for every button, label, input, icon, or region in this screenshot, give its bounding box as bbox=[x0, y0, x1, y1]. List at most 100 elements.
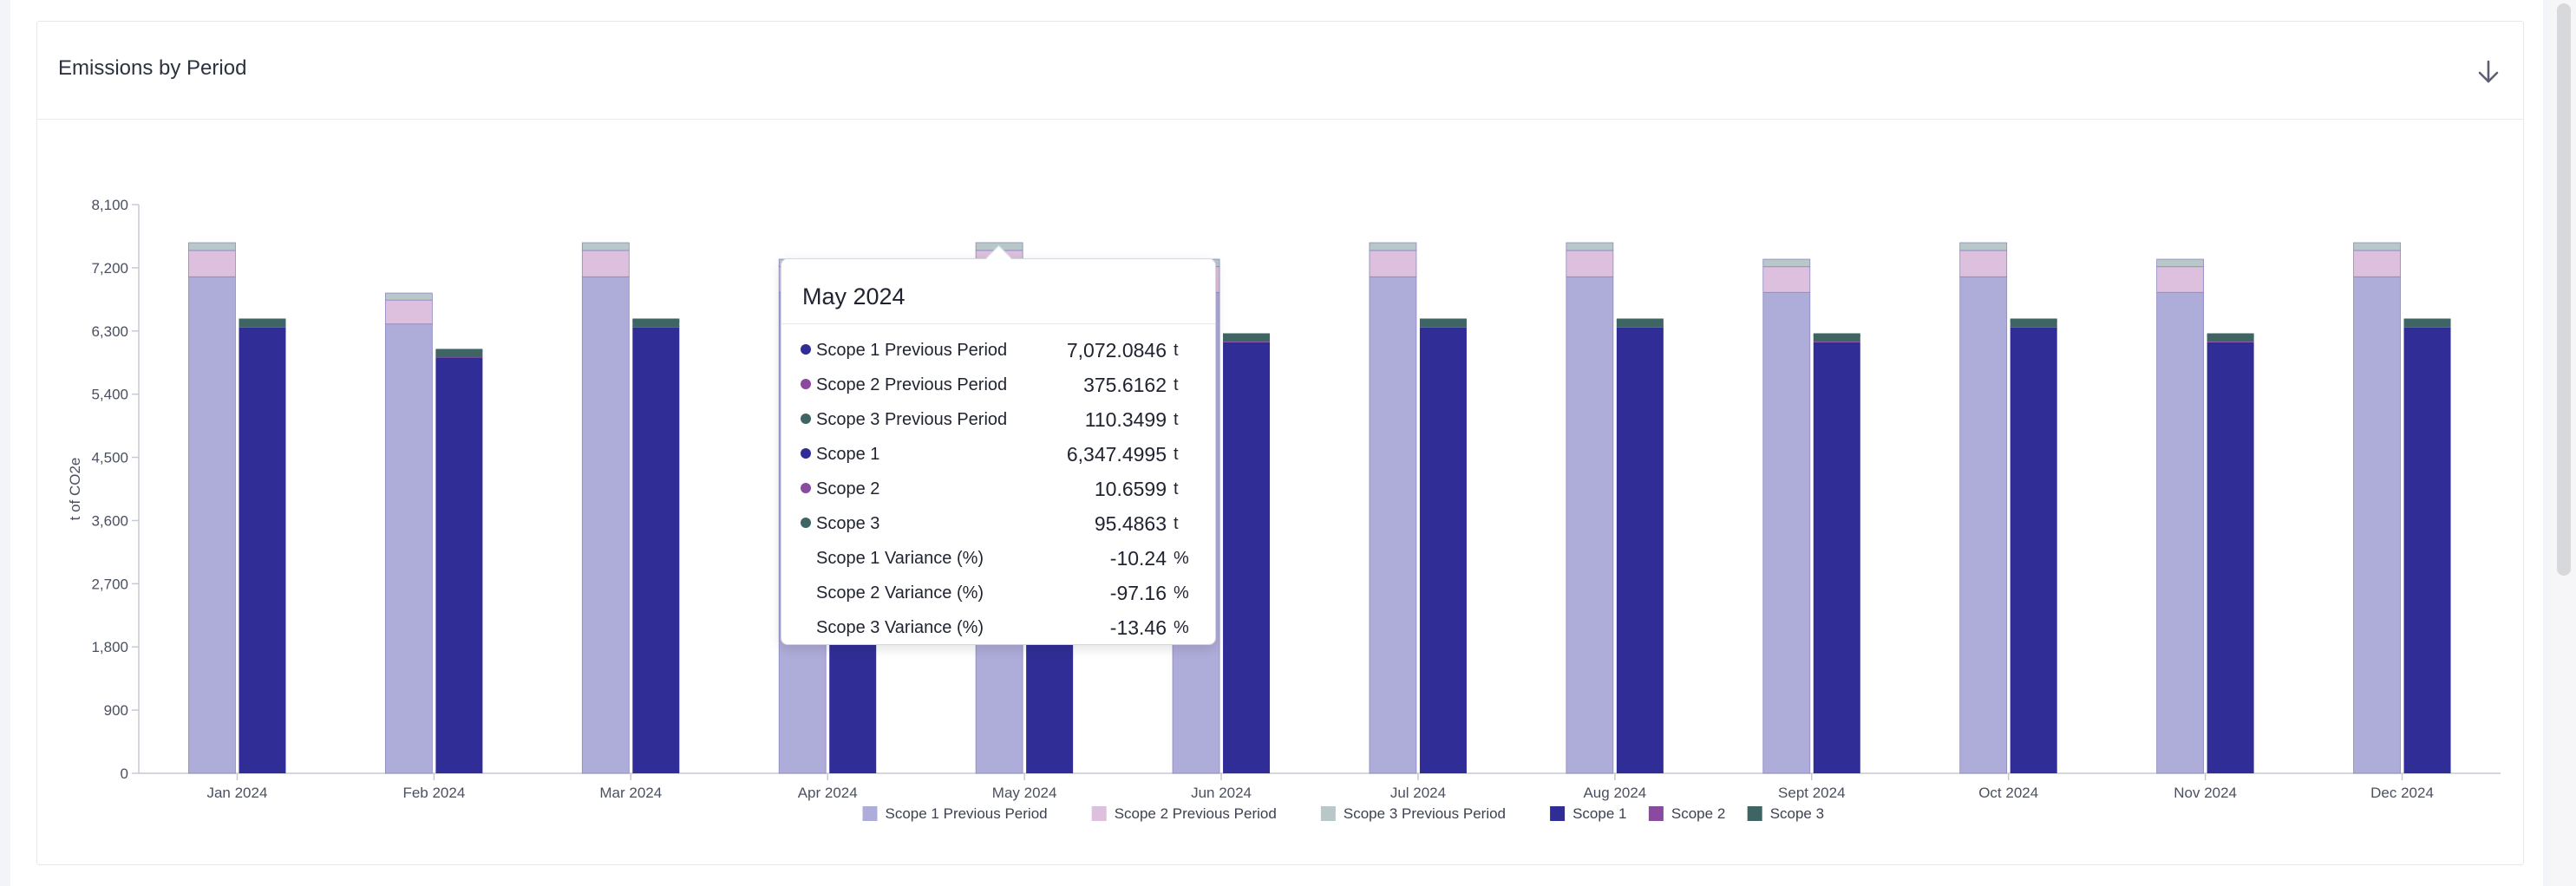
legend-item-label: Scope 1 bbox=[1572, 805, 1626, 822]
bar-scope-3-cap bbox=[1813, 333, 1860, 337]
bar-scope-1 bbox=[1223, 342, 1271, 773]
bar-scope-1 bbox=[632, 327, 680, 774]
tooltip-row-value: 95.4863 bbox=[1094, 512, 1167, 535]
series-dot-icon bbox=[801, 483, 811, 493]
series-dot-icon bbox=[801, 379, 811, 389]
bar-scope-3 bbox=[1419, 320, 1467, 328]
bar-scope-1-previous-period bbox=[1762, 291, 1811, 774]
series-dot-icon bbox=[801, 448, 811, 459]
card-title: Emissions by Period bbox=[58, 56, 247, 80]
tooltip-row-label: Scope 1 Previous Period bbox=[816, 341, 1008, 360]
legend-swatch bbox=[1320, 806, 1336, 821]
y-axis-title: t of CO2e bbox=[67, 458, 83, 521]
page-scrollbar[interactable] bbox=[2550, 0, 2576, 886]
tooltip-row-value: -13.46 bbox=[1109, 616, 1167, 639]
legend-swatch bbox=[1747, 806, 1762, 821]
tooltip-row-unit: % bbox=[1174, 549, 1189, 568]
bar-scope-1-previous-period bbox=[2353, 276, 2401, 774]
x-tick-label: Sept 2024 bbox=[1778, 785, 1846, 801]
tooltip-row-label: Scope 2 Previous Period bbox=[816, 375, 1008, 394]
bar-scope-1 bbox=[2010, 327, 2057, 774]
series-dot-icon bbox=[801, 344, 811, 355]
tooltip-row-unit: t bbox=[1174, 341, 1179, 360]
bar-scope-3-previous-period bbox=[1762, 258, 1811, 268]
legend-swatch bbox=[1648, 806, 1664, 821]
tooltip-row-unit: t bbox=[1174, 479, 1179, 498]
bar-scope-2-previous-period bbox=[1369, 250, 1417, 277]
legend-swatch bbox=[1550, 806, 1566, 821]
bar-scope-3 bbox=[239, 320, 286, 328]
bar-scope-3-previous-period bbox=[581, 242, 630, 251]
bar-scope-3-cap bbox=[2403, 318, 2451, 322]
y-tick-label: 0 bbox=[121, 765, 128, 782]
tooltip-title: May 2024 bbox=[802, 283, 906, 309]
bar-scope-3-cap bbox=[1419, 318, 1467, 322]
scrollbar-thumb[interactable] bbox=[2557, 3, 2571, 576]
card-header: Emissions by Period bbox=[37, 22, 2523, 120]
bar-scope-2-previous-period bbox=[581, 250, 630, 277]
bar-scope-3 bbox=[632, 320, 680, 328]
x-tick-label: Dec 2024 bbox=[2370, 785, 2434, 801]
y-tick-label: 1,800 bbox=[91, 639, 128, 655]
chart-tooltip: May 2024 Scope 1 Previous Period 7,072.08… bbox=[781, 258, 1216, 645]
tooltip-row: Scope 3 Variance (%) -13.46% bbox=[781, 611, 1215, 646]
tooltip-row-value: 110.3499 bbox=[1084, 408, 1167, 431]
tooltip-row-unit: t bbox=[1174, 375, 1179, 394]
y-tick-label: 5,400 bbox=[91, 387, 128, 403]
legend-item-label: Scope 3 bbox=[1770, 805, 1824, 822]
tooltip-row: Scope 1 Previous Period 7,072.0846 t bbox=[781, 334, 1215, 368]
legend-swatch bbox=[1091, 806, 1107, 821]
bar-scope-1-previous-period bbox=[188, 276, 236, 774]
tooltip-row: Scope 1 Variance (%) -10.24% bbox=[781, 542, 1215, 577]
y-tick-label: 900 bbox=[104, 702, 128, 719]
tooltip-row: Scope 3 95.4863 t bbox=[781, 507, 1215, 542]
bar-scope-1 bbox=[1616, 327, 1664, 774]
bar-scope-1-previous-period bbox=[1959, 276, 2008, 774]
x-tick-label: Jul 2024 bbox=[1390, 785, 1446, 801]
bar-scope-3 bbox=[1616, 320, 1664, 328]
bar-scope-1 bbox=[435, 357, 483, 773]
y-tick-label: 2,700 bbox=[91, 576, 128, 592]
tooltip-row-label: Scope 1 Variance (%) bbox=[816, 549, 984, 568]
bar-scope-3 bbox=[2403, 320, 2451, 328]
x-tick-label: Oct 2024 bbox=[1978, 785, 2038, 801]
bar-scope-2-previous-period bbox=[1762, 266, 1811, 293]
tooltip-row: Scope 2 Variance (%) -97.16% bbox=[781, 577, 1215, 611]
bar-scope-2-previous-period bbox=[1566, 250, 1614, 277]
tooltip-row-label: Scope 2 Variance (%) bbox=[816, 583, 984, 603]
bar-scope-3 bbox=[2010, 320, 2057, 328]
bar-scope-3-previous-period bbox=[1369, 242, 1417, 251]
x-tick-label: Jun 2024 bbox=[1191, 785, 1252, 801]
x-tick-label: May 2024 bbox=[992, 785, 1057, 801]
bar-scope-1-previous-period bbox=[581, 276, 630, 774]
download-button[interactable] bbox=[2471, 55, 2506, 89]
series-dot-icon bbox=[801, 518, 811, 528]
y-tick-label: 8,100 bbox=[91, 197, 128, 213]
legend-item-label: Scope 1 Previous Period bbox=[886, 805, 1048, 822]
tooltip-row-value: -10.24 bbox=[1109, 547, 1167, 570]
bar-scope-3-cap bbox=[239, 318, 286, 322]
tooltip-row-value: -97.16 bbox=[1109, 582, 1167, 604]
tooltip-row-unit: t bbox=[1174, 514, 1179, 533]
tooltip-row-unit: % bbox=[1174, 583, 1189, 603]
bar-scope-3-previous-period bbox=[188, 242, 236, 251]
bar-scope-3-cap bbox=[435, 349, 483, 353]
bar-scope-1-previous-period bbox=[1369, 276, 1417, 774]
tooltip-row-unit: % bbox=[1174, 618, 1189, 637]
tooltip-row-unit: t bbox=[1174, 445, 1179, 464]
series-dot-icon bbox=[801, 414, 811, 424]
tooltip-divider bbox=[781, 323, 1215, 324]
y-tick-label: 7,200 bbox=[91, 260, 128, 277]
bar-scope-3 bbox=[1813, 335, 1860, 342]
bar-scope-1-previous-period bbox=[384, 323, 433, 774]
bar-scope-3-previous-period bbox=[384, 292, 433, 301]
tooltip-row-value: 10.6599 bbox=[1094, 478, 1167, 500]
bar-scope-1 bbox=[2207, 342, 2254, 773]
bar-scope-3-cap bbox=[1223, 333, 1271, 337]
tooltip-row-unit: t bbox=[1174, 410, 1179, 429]
x-tick-label: Mar 2024 bbox=[599, 785, 662, 801]
x-tick-label: Feb 2024 bbox=[402, 785, 465, 801]
legend-item-label: Scope 2 Previous Period bbox=[1115, 805, 1277, 822]
tooltip-row: Scope 3 Previous Period 110.3499 t bbox=[781, 403, 1215, 438]
